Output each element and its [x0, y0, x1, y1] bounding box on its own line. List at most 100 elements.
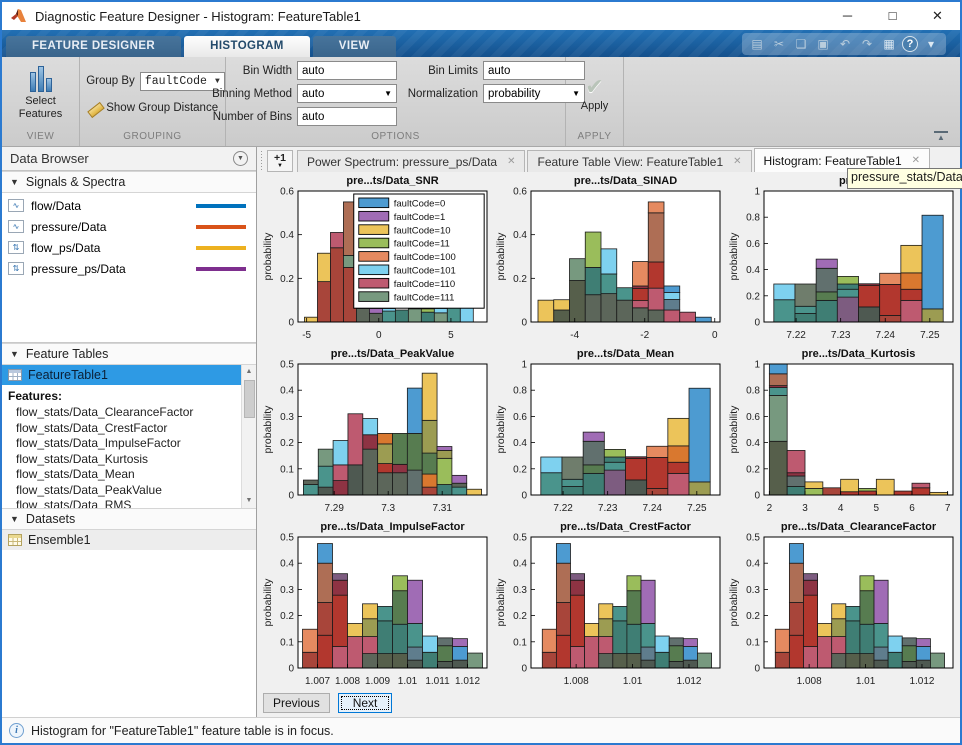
- tab-view[interactable]: VIEW: [312, 36, 396, 57]
- panel-menu-icon[interactable]: ▼: [233, 151, 248, 166]
- apply-button[interactable]: ✔ Apply: [580, 73, 609, 112]
- cut-icon[interactable]: ✂: [773, 37, 785, 51]
- signals-list: ∿ flow/Data ∿ pressure/Data ⇅ flow_ps/Data ⇅ pr…: [2, 193, 256, 343]
- histogram-cell[interactable]: 00.20.40.60.817.227.237.247.25pre...ts/p…: [727, 172, 960, 345]
- histogram-plot: 0 0.1 0.2 0.3 0.4 0.5 1.008 1.01 1.012 pre...ts/D…: [495, 521, 721, 687]
- close-button[interactable]: ✕: [932, 8, 943, 23]
- close-icon[interactable]: ✕: [507, 156, 516, 167]
- svg-text:probability: probability: [262, 232, 274, 281]
- feature-list-item[interactable]: flow_stats/Data_ClearanceFactor: [16, 405, 194, 419]
- previous-button[interactable]: Previous: [263, 693, 330, 713]
- svg-text:7.23: 7.23: [831, 330, 851, 341]
- svg-text:0.4: 0.4: [746, 265, 760, 276]
- signal-item[interactable]: ⇅ pressure_ps/Data: [2, 258, 256, 279]
- new-tab-button[interactable]: +1 ▼: [267, 150, 293, 172]
- undo-icon[interactable]: ↶: [839, 37, 851, 51]
- dataset-item[interactable]: Ensemble1: [2, 530, 256, 550]
- svg-text:1: 1: [521, 360, 527, 371]
- histogram-cell[interactable]: 0 0.2 0.4 0.6 -4 -2 0 pre...ts/Data_SINAD probab…: [494, 172, 727, 345]
- signal-label: flow_ps/Data: [31, 240, 101, 255]
- section-label-grouping: GROUPING: [123, 131, 182, 142]
- svg-text:0.1: 0.1: [746, 637, 760, 648]
- feature-list-item[interactable]: flow_stats/Data_Mean: [16, 467, 135, 481]
- maximize-button[interactable]: □: [888, 8, 897, 23]
- help-icon[interactable]: ?: [902, 36, 918, 52]
- svg-text:7.22: 7.22: [786, 330, 806, 341]
- scrollbar-thumb[interactable]: [243, 380, 255, 418]
- feature-list-item[interactable]: flow_stats/Data_RMS: [16, 498, 132, 508]
- histogram-cell[interactable]: 0 0.2 0.4 0.6 0.8 1 2 3 4 5 6 7 pre...ts/Data_Kurtos…: [727, 345, 960, 518]
- histogram-plot: 0 0.2 0.4 0.6 -4 -2 0 pre...ts/Data_SINADprobab…: [495, 175, 721, 341]
- doc-tab-power-spectrum-pressure-ps-data[interactable]: Power Spectrum: pressure_ps/Data ✕: [297, 150, 526, 172]
- histogram-cell[interactable]: 0 0.1 0.2 0.3 0.4 0.5 7.29 7.3 7.31 pre...ts/Data…: [261, 345, 494, 518]
- save-icon[interactable]: ▤: [751, 37, 763, 51]
- section-label-view: VIEW: [26, 131, 55, 142]
- svg-text:1.01: 1.01: [398, 676, 418, 687]
- feature-table-item-selected[interactable]: FeatureTable1: [2, 365, 241, 385]
- feature-list-item[interactable]: flow_stats/Data_Kurtosis: [16, 451, 149, 466]
- svg-text:0.2: 0.2: [280, 611, 294, 622]
- histogram-cell[interactable]: 0 0.1 0.2 0.3 0.4 0.5 1.008 1.01 1.012 pre...ts/D…: [494, 518, 727, 691]
- close-icon[interactable]: ✕: [911, 155, 921, 166]
- svg-text:0.6: 0.6: [280, 187, 294, 198]
- chevron-down-icon: ▼: [214, 76, 220, 86]
- signal-label: pressure_ps/Data: [31, 261, 126, 276]
- copy-icon[interactable]: ❏: [795, 37, 807, 51]
- svg-text:0.2: 0.2: [280, 274, 294, 285]
- bin-width-input[interactable]: auto: [297, 61, 397, 80]
- tab-feature-designer[interactable]: FEATURE DESIGNER: [6, 36, 182, 57]
- svg-text:1: 1: [754, 187, 760, 198]
- select-features-button[interactable]: Select Features: [9, 66, 73, 121]
- binning-method-select[interactable]: auto ▼: [297, 84, 397, 103]
- feature-list-item[interactable]: flow_stats/Data_CrestFactor: [16, 420, 168, 435]
- histogram-cell[interactable]: 0 0.1 0.2 0.3 0.4 0.5 1.008 1.01 1.012 pre...ts/D…: [727, 518, 960, 691]
- datasets-section-header[interactable]: ▼ Datasets: [2, 508, 256, 530]
- tab-histogram[interactable]: HISTOGRAM: [184, 36, 310, 57]
- feature-list-item[interactable]: flow_stats/Data_PeakValue: [16, 482, 162, 497]
- svg-text:1.012: 1.012: [455, 676, 480, 687]
- feature-list-item[interactable]: flow_stats/Data_ImpulseFactor: [16, 436, 181, 450]
- signal-item[interactable]: ∿ flow/Data: [2, 195, 256, 216]
- feature-tables-section-header[interactable]: ▼ Feature Tables: [2, 343, 256, 365]
- number-of-bins-input[interactable]: auto: [297, 107, 397, 126]
- collapse-ribbon-button[interactable]: ▲: [934, 131, 948, 142]
- matlab-logo-icon: [11, 9, 26, 22]
- signal-item[interactable]: ⇅ flow_ps/Data: [2, 237, 256, 258]
- signal-item[interactable]: ∿ pressure/Data: [2, 216, 256, 237]
- scroll-down-icon[interactable]: ▼: [245, 497, 253, 504]
- signal-label: flow/Data: [31, 198, 82, 213]
- paste-icon[interactable]: ▣: [817, 37, 829, 51]
- drag-handle[interactable]: [259, 151, 264, 171]
- svg-text:0: 0: [288, 491, 294, 502]
- histogram-cell[interactable]: 0 0.1 0.2 0.3 0.4 0.5 1.007 1.008 1.009 1.01 1.011…: [261, 518, 494, 691]
- feature-tables-area: FeatureTable1 Features: flow_stats/Data_…: [2, 365, 256, 508]
- signals-section-header[interactable]: ▼ Signals & Spectra: [2, 171, 256, 193]
- histogram-cell[interactable]: 0 0.2 0.4 0.6 0.8 1 7.22 7.23 7.24 7.25 pre...ts/D…: [494, 345, 727, 518]
- scroll-up-icon[interactable]: ▲: [245, 368, 253, 375]
- svg-text:probability: probability: [495, 405, 507, 454]
- ruler-icon: [86, 101, 101, 116]
- histogram-plot: 0 0.2 0.4 0.6 0.8 1 7.22 7.23 7.24 7.25 pre...ts/D…: [495, 348, 721, 514]
- chevron-down-icon: ▼: [384, 89, 392, 98]
- group-by-label: Group By: [86, 75, 135, 87]
- redo-icon[interactable]: ↷: [861, 37, 873, 51]
- histogram-cell[interactable]: 0 0.2 0.4 0.6 -5 0 5 pre...ts/Data_SNR probabili…: [261, 172, 494, 345]
- qat-dropdown-icon[interactable]: ▾: [927, 37, 935, 51]
- svg-text:0.4: 0.4: [746, 438, 760, 449]
- histogram-plot: 0 0.1 0.2 0.3 0.4 0.5 1.007 1.008 1.009 1.01 1.011…: [262, 521, 488, 687]
- features-scrollbar[interactable]: ▲ ▼: [241, 365, 256, 508]
- minimize-button[interactable]: ─: [842, 8, 853, 23]
- svg-text:0.4: 0.4: [513, 230, 527, 241]
- normalization-label: Normalization: [407, 87, 478, 100]
- next-button[interactable]: Next: [337, 693, 393, 713]
- svg-text:0.6: 0.6: [513, 412, 527, 423]
- doc-tab-feature-table-view-featuretable1[interactable]: Feature Table View: FeatureTable1 ✕: [527, 150, 752, 172]
- group-by-select[interactable]: faultCode ▼: [139, 71, 225, 91]
- svg-text:7: 7: [945, 503, 951, 514]
- svg-text:probability: probability: [495, 232, 507, 281]
- close-icon[interactable]: ✕: [733, 156, 742, 167]
- bin-limits-input[interactable]: auto: [483, 61, 585, 80]
- show-group-distance-button[interactable]: Show Group Distance: [86, 101, 225, 116]
- normalization-select[interactable]: probability ▼: [483, 84, 585, 103]
- window-layout-icon[interactable]: ▦: [883, 37, 895, 51]
